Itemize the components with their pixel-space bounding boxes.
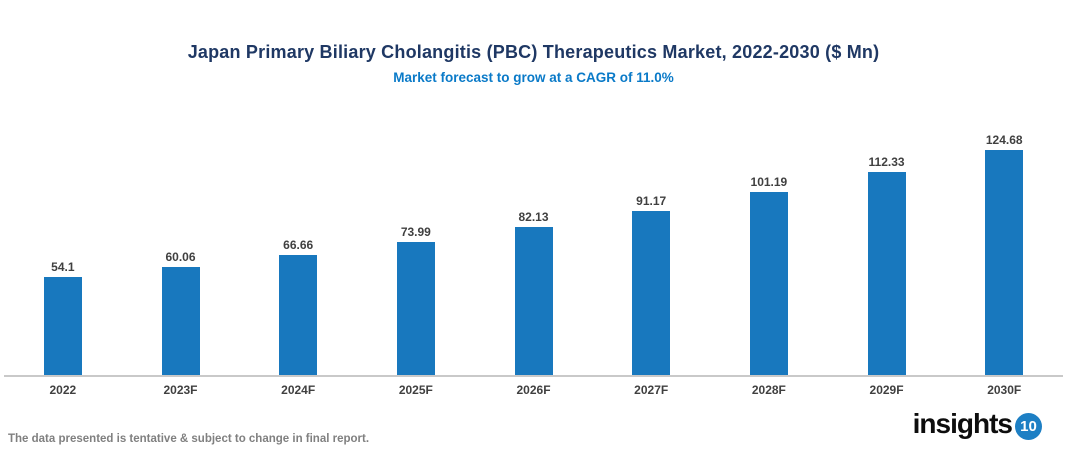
bar-column: 66.66 bbox=[239, 238, 357, 375]
bar bbox=[396, 241, 435, 375]
bar-column: 82.13 bbox=[475, 210, 593, 375]
x-axis-label: 2029F bbox=[869, 383, 904, 397]
chart-title: Japan Primary Biliary Cholangitis (PBC) … bbox=[187, 42, 880, 62]
bar-column: 54.1 bbox=[4, 260, 122, 375]
x-axis-label: 2026F bbox=[516, 383, 551, 397]
x-axis-label: 2025F bbox=[398, 383, 433, 397]
x-axis-line bbox=[4, 375, 1063, 377]
x-axis-label: 2024F bbox=[281, 383, 316, 397]
bar-value-label: 124.68 bbox=[985, 133, 1023, 147]
bar bbox=[161, 266, 200, 375]
disclaimer-text: The data presented is tentative & subjec… bbox=[8, 433, 370, 445]
logo-text: insights bbox=[912, 408, 1013, 439]
insights10-logo: insights 10 bbox=[913, 408, 1042, 440]
bar-column: 124.68 bbox=[945, 133, 1063, 375]
x-axis-label: 2023F bbox=[163, 383, 198, 397]
bar bbox=[43, 277, 82, 375]
bar-column: 60.06 bbox=[122, 250, 240, 375]
bar bbox=[632, 210, 671, 375]
x-axis-label: 2027F bbox=[634, 383, 669, 397]
bar-value-label: 73.99 bbox=[400, 224, 431, 239]
chart-subtitle: Market forecast to grow at a CAGR of 11.… bbox=[393, 70, 674, 85]
x-axis-label: 2028F bbox=[751, 383, 786, 397]
bar-chart: 54.1 60.06 66.66 73.99 82.13 91.17 101.19 112.3… bbox=[4, 130, 1063, 397]
bar-value-label: 91.17 bbox=[636, 193, 667, 208]
bar-column: 101.19 bbox=[710, 175, 828, 375]
bar bbox=[985, 150, 1024, 375]
bar-value-label: 66.66 bbox=[283, 237, 314, 252]
logo-badge-icon: 10 bbox=[1015, 412, 1042, 440]
bar-value-label: 112.33 bbox=[868, 155, 905, 170]
bar bbox=[514, 226, 553, 375]
chart-header: Japan Primary Biliary Cholangitis (PBC) … bbox=[0, 0, 1067, 85]
bar-value-label: 60.06 bbox=[165, 249, 196, 264]
bar-column: 91.17 bbox=[592, 193, 710, 375]
x-axis-label: 2030F bbox=[987, 383, 1022, 397]
bar-value-label: 54.1 bbox=[51, 260, 75, 275]
x-axis-labels: 2022 2023F 2024F 2025F 2026F 2027F 2028F 2029F 2… bbox=[4, 383, 1063, 397]
bar-column: 73.99 bbox=[357, 224, 475, 375]
bar bbox=[867, 172, 906, 375]
bar-column: 112.33 bbox=[828, 155, 946, 375]
x-axis-label: 2022 bbox=[49, 383, 77, 397]
bar bbox=[279, 254, 318, 375]
bar bbox=[749, 192, 788, 375]
bar-value-label: 101.19 bbox=[750, 175, 788, 190]
bar-value-label: 82.13 bbox=[518, 209, 549, 224]
bars-row: 54.1 60.06 66.66 73.99 82.13 91.17 101.19 112.3… bbox=[4, 130, 1063, 375]
